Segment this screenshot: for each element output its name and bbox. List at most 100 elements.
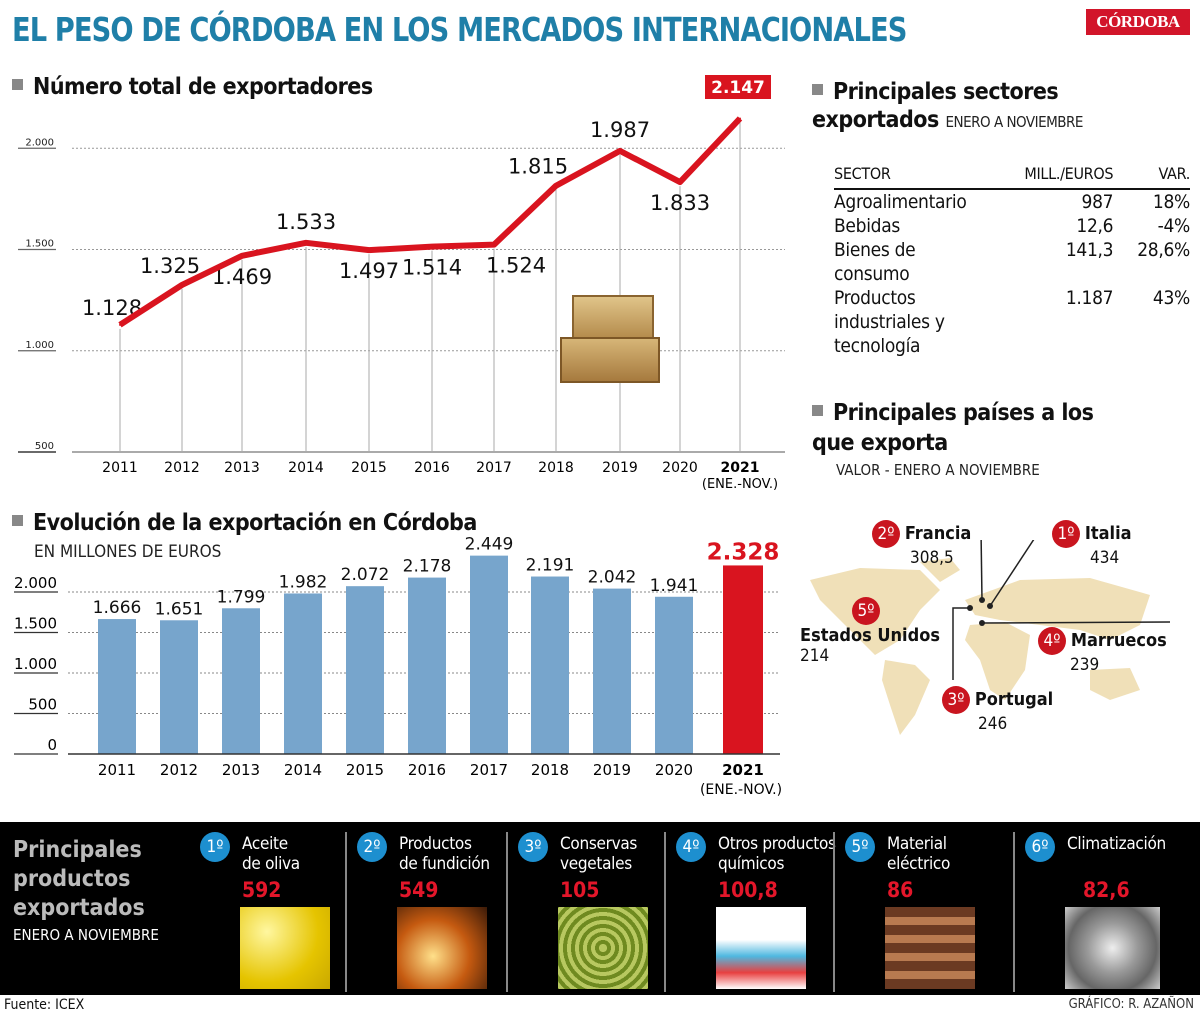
- rank-badge: 3º: [942, 686, 970, 714]
- graphic-credit: GRÁFICO: R. AZAÑON: [1068, 997, 1194, 1012]
- sector-cell: Bienes de consumo: [834, 239, 916, 285]
- source-note: Fuente: ICEX: [4, 997, 85, 1013]
- country-italia: 1º Italia 434: [1052, 520, 1132, 568]
- data-label: 1.325: [140, 254, 200, 278]
- products-strip: Principales productos exportados ENERO A…: [0, 822, 1200, 995]
- rank-badge: 1º: [200, 832, 230, 862]
- country-value: 434: [1090, 548, 1120, 568]
- products-title-line: productos: [13, 866, 131, 892]
- rank-badge: 3º: [518, 832, 548, 862]
- sectors-table: SECTOR MILL./EUROS VAR. Agroalimentario 987…: [834, 162, 1190, 358]
- x-note: (ENE.-NOV.): [702, 477, 778, 492]
- sector-cell: Productos industriales y tecnología: [834, 287, 945, 357]
- product-name-line: eléctrico: [887, 854, 951, 874]
- country-value: 239: [1070, 655, 1100, 675]
- data-label: 1.497: [339, 259, 399, 283]
- products-title-line: exportados: [13, 895, 145, 921]
- line-title-text: Número total de exportadores: [33, 74, 373, 100]
- data-label: 2.072: [341, 565, 390, 585]
- x-tick-label: 2020: [655, 761, 693, 779]
- table-row: Bebidas 12,6 -4%: [834, 214, 1190, 238]
- value-cell: 1.187: [1065, 287, 1114, 309]
- square-bullet-icon: [12, 79, 23, 90]
- x-tick-label: 2017: [476, 460, 512, 476]
- table-row: Agroalimentario 987 18%: [834, 189, 1190, 214]
- product-name-line: químicos: [718, 854, 785, 874]
- data-label: 2.042: [588, 568, 637, 588]
- line-chart-title: Número total de exportadores: [12, 74, 373, 100]
- data-label: 2.191: [526, 556, 575, 576]
- product-name: Climatización: [1067, 834, 1166, 854]
- country-name: Estados Unidos: [800, 625, 940, 646]
- country-name: Francia: [904, 523, 972, 544]
- bar: [723, 565, 763, 754]
- bar: [222, 608, 260, 754]
- value-cell: 141,3: [1065, 239, 1114, 261]
- data-label: 2.147: [711, 78, 765, 98]
- bar: [346, 586, 384, 754]
- data-label: 2.178: [403, 557, 452, 577]
- wooden-crates-image: [560, 295, 665, 385]
- bar: [531, 576, 569, 754]
- product-value: 105: [560, 878, 600, 902]
- bar: [98, 619, 136, 754]
- rank-badge: 4º: [1038, 627, 1066, 655]
- country-name: Italia: [1084, 523, 1132, 544]
- square-bullet-icon: [812, 84, 823, 95]
- var-cell: 43%: [1152, 287, 1190, 309]
- data-point: [181, 283, 183, 286]
- page-title: EL PESO DE CÓRDOBA EN LOS MERCADOS INTER…: [12, 10, 907, 49]
- product-name: Conservas vegetales: [560, 834, 637, 874]
- product-name-line: Climatización: [1067, 834, 1166, 854]
- products-title-line: Principales: [13, 837, 142, 863]
- exports-bar-chart: 0 500 1.000 1.500 2.000 1.666 2011 1.651 2012 1.7…: [14, 535, 782, 798]
- countries-subtitle: VALOR - ENERO A NOVIEMBRE: [836, 461, 1040, 479]
- product-image: [240, 907, 330, 989]
- table-row: Bienes de consumo 141,3 28,6%: [834, 238, 1190, 286]
- x-tick-label: 2015: [346, 761, 384, 779]
- var-cell: -4%: [1157, 215, 1191, 237]
- countries-title: Principales países a los que exporta: [812, 398, 1094, 458]
- table-row: Productos industriales y tecnología 1.187…: [834, 286, 1190, 358]
- rank-badge: 2º: [872, 520, 900, 548]
- product-image: [558, 907, 648, 989]
- data-label: 1.514: [402, 256, 462, 280]
- data-label: 2.449: [465, 535, 514, 555]
- data-label: 1.666: [93, 598, 142, 618]
- value-cell: 12,6: [1076, 215, 1114, 237]
- product-image: [885, 907, 975, 989]
- y-tick-label: 1.000: [14, 655, 57, 673]
- product-name: Aceite de oliva: [242, 834, 300, 874]
- sectors-title-line2: exportados: [812, 107, 939, 133]
- product-name: Productos de fundición: [399, 834, 490, 874]
- data-label: 1.533: [276, 210, 336, 234]
- square-bullet-icon: [812, 405, 823, 416]
- country-value: 308,5: [910, 548, 954, 568]
- data-point: [368, 249, 370, 252]
- highlight-label-box: [705, 75, 771, 99]
- rank-badge: 5º: [852, 597, 880, 625]
- y-tick-label: 1.000: [25, 340, 54, 351]
- product-name-line: Material: [887, 834, 947, 854]
- product-name: Material eléctrico: [887, 834, 950, 874]
- x-tick-label: 2018: [531, 761, 569, 779]
- x-tick-label: 2013: [224, 460, 260, 476]
- col-var: VAR.: [1113, 162, 1190, 190]
- data-point: [555, 184, 557, 187]
- x-tick-label: 2021: [721, 460, 760, 476]
- product-value: 82,6: [1083, 878, 1130, 902]
- data-point: [305, 241, 307, 244]
- countries-title-line2: que exporta: [812, 430, 948, 456]
- country-value: 214: [800, 646, 830, 666]
- product-value: 100,8: [718, 878, 778, 902]
- divider: [1013, 832, 1015, 992]
- data-point: [241, 254, 243, 257]
- bar-chart-subtitle: EN MILLONES DE EUROS: [34, 542, 222, 562]
- data-point: [619, 149, 621, 152]
- data-label: 1.982: [279, 572, 328, 592]
- rank-badge-usa: 5º: [852, 597, 880, 625]
- country-value: 246: [978, 714, 1008, 734]
- rank-badge: 2º: [357, 832, 387, 862]
- x-tick-label: 2011: [102, 460, 138, 476]
- product-name-line: Conservas: [560, 834, 638, 854]
